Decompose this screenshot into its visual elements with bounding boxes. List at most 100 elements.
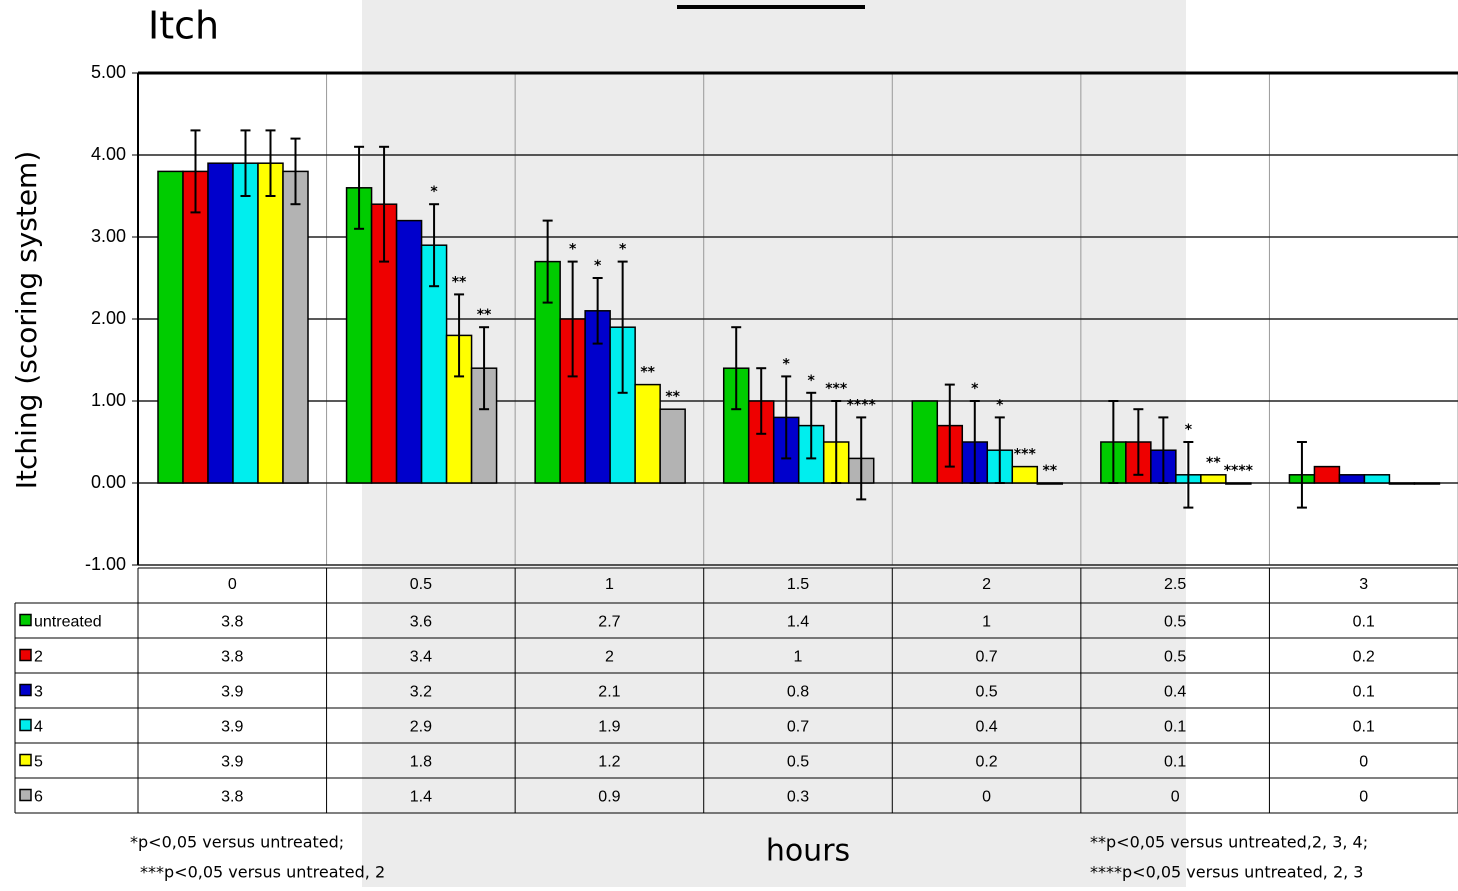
table-value: 0.2	[1353, 649, 1375, 666]
table-value: 0.1	[1353, 719, 1375, 736]
bar	[1012, 467, 1037, 483]
table-value: 0.1	[1164, 754, 1186, 771]
bar	[397, 221, 422, 483]
table-value: 0.7	[975, 649, 997, 666]
bar	[1414, 483, 1439, 484]
y-tick-label: 1.00	[91, 390, 126, 410]
table-value: 0.5	[1164, 614, 1186, 631]
table-value: 2.7	[598, 614, 620, 631]
legend-swatch	[20, 755, 31, 766]
significance-label: *	[996, 397, 1004, 413]
table-value: 0.2	[975, 754, 997, 771]
page: {"chart_data": {"type": "bar", "title": …	[0, 0, 1458, 887]
table-value: 1.4	[787, 614, 809, 631]
bar	[1314, 467, 1339, 483]
table-value: 3.8	[221, 789, 243, 806]
table-value: 1.9	[598, 719, 620, 736]
table-value: 0.5	[787, 754, 809, 771]
significance-label: *	[569, 242, 577, 258]
x-tick-label: 0.5	[410, 576, 432, 593]
x-tick-label: 1	[605, 576, 614, 593]
x-axis-label: hours	[766, 834, 850, 869]
table-value: 0.3	[787, 789, 809, 806]
legend-label: 3	[34, 684, 43, 701]
significance-label: **	[1042, 463, 1057, 479]
legend-swatch	[20, 720, 31, 731]
bar	[1201, 475, 1226, 483]
table-value: 0.5	[975, 684, 997, 701]
table-value: 1.2	[598, 754, 620, 771]
legend-swatch	[20, 615, 31, 626]
significance-label: *	[594, 258, 602, 274]
legend-label: 4	[34, 719, 43, 736]
table-value: 3.6	[410, 614, 432, 631]
footnote: *p<0,05 versus untreated;	[130, 833, 344, 852]
bar	[1339, 475, 1364, 483]
table-value: 3.8	[221, 614, 243, 631]
chart-title: Itch	[148, 4, 219, 48]
y-tick-label: -1.00	[85, 554, 126, 574]
bar	[660, 409, 685, 483]
significance-label: **	[477, 307, 492, 323]
legend-label: 6	[34, 789, 43, 806]
x-tick-label: 3	[1359, 576, 1368, 593]
significance-label: **	[452, 274, 467, 290]
bar	[258, 163, 283, 483]
significance-label: ***	[825, 381, 848, 397]
significance-label: **	[1206, 455, 1221, 471]
bar	[912, 401, 937, 483]
chart: Itch Itching (scoring system) hours *p<0…	[0, 0, 1458, 887]
table-value: 0	[982, 789, 991, 806]
legend-label: untreated	[34, 614, 102, 631]
table-value: 0.4	[975, 719, 997, 736]
table-value: 3.9	[221, 719, 243, 736]
bar	[347, 188, 372, 483]
bar	[1389, 483, 1414, 484]
table-value: 0.1	[1353, 684, 1375, 701]
footnote: ***p<0,05 versus untreated, 2	[140, 863, 385, 882]
x-tick-label: 0	[228, 576, 237, 593]
significance-label: *	[783, 356, 791, 372]
table-value: 1.4	[410, 789, 432, 806]
table-value: 0.4	[1164, 684, 1186, 701]
table-value: 0.8	[787, 684, 809, 701]
significance-label: ****	[847, 397, 877, 413]
table-value: 0.5	[1164, 649, 1186, 666]
significance-label: ****	[1224, 463, 1254, 479]
footnote: ****p<0,05 versus untreated, 2, 3	[1090, 863, 1363, 882]
significance-label: *	[619, 242, 627, 258]
bar	[1037, 483, 1062, 484]
bar	[183, 171, 208, 483]
table-value: 1	[982, 614, 991, 631]
legend-swatch	[20, 790, 31, 801]
table-value: 0.9	[598, 789, 620, 806]
table-value: 0.1	[1164, 719, 1186, 736]
legend-swatch	[20, 685, 31, 696]
y-tick-label: 5.00	[91, 62, 126, 82]
bar	[1364, 475, 1389, 483]
significance-label: **	[640, 365, 655, 381]
x-tick-label: 2.5	[1164, 576, 1186, 593]
bar	[158, 171, 183, 483]
table-value: 0	[1171, 789, 1180, 806]
table-value: 3.9	[221, 684, 243, 701]
significance-label: **	[665, 389, 680, 405]
significance-label: *	[1185, 422, 1193, 438]
table-value: 3.9	[221, 754, 243, 771]
table-value: 1	[794, 649, 803, 666]
bar	[635, 385, 660, 483]
legend-label: 5	[34, 754, 43, 771]
y-tick-label: 4.00	[91, 144, 126, 164]
significance-label: *	[971, 381, 979, 397]
legend-swatch	[20, 650, 31, 661]
y-tick-label: 2.00	[91, 308, 126, 328]
y-axis-label: Itching (scoring system)	[10, 151, 43, 489]
bar	[283, 171, 308, 483]
table-value: 2	[605, 649, 614, 666]
bar	[1226, 483, 1251, 484]
table-value: 0	[1359, 754, 1368, 771]
table-value: 1.8	[410, 754, 432, 771]
significance-label: *	[430, 184, 438, 200]
legend-label: 2	[34, 649, 43, 666]
table-value: 3.4	[410, 649, 432, 666]
